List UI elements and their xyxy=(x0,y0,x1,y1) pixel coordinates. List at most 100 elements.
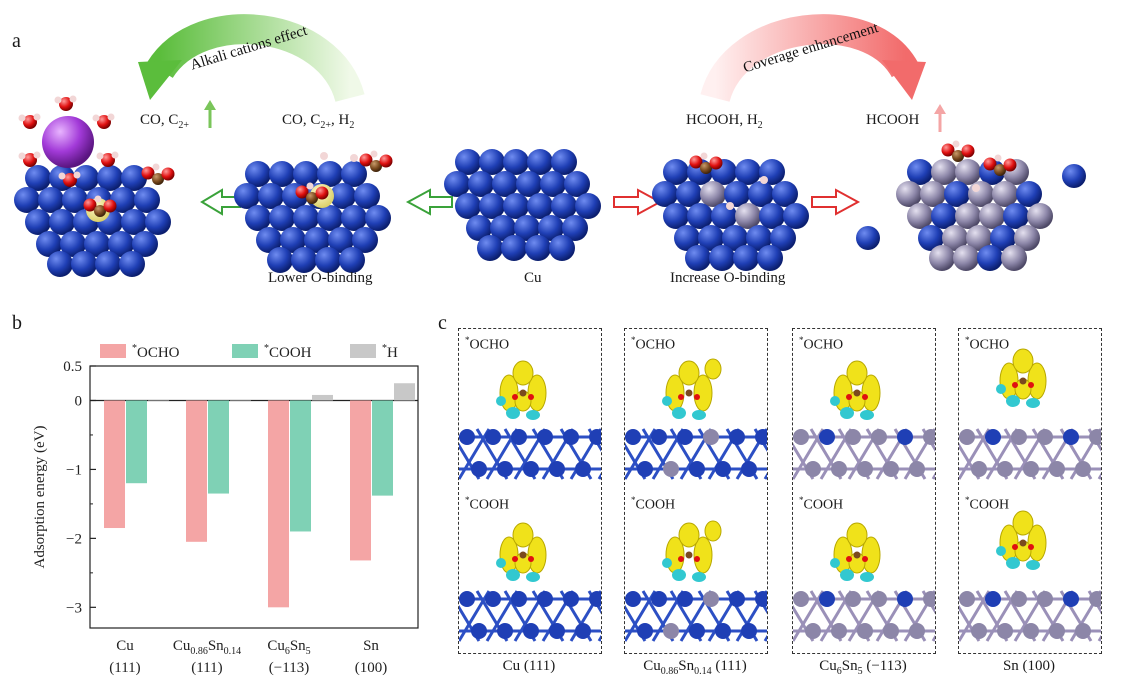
o-atom xyxy=(141,166,155,180)
o-atom xyxy=(1003,158,1017,172)
o-atom xyxy=(83,198,97,212)
cu-atom xyxy=(733,245,759,271)
lattice-atom xyxy=(831,461,847,477)
sn-atom xyxy=(1037,429,1053,445)
bar-cooh xyxy=(126,400,147,484)
lattice-atom xyxy=(857,623,873,639)
label-increase-o-binding: Increase O-binding xyxy=(670,270,786,286)
o-atom xyxy=(846,394,852,400)
o-atom xyxy=(528,394,534,400)
cu-atom xyxy=(352,227,378,253)
cu-atom xyxy=(330,183,356,209)
cu-atom xyxy=(563,429,579,445)
charge-lobe-cyan xyxy=(840,569,854,581)
plot-frame xyxy=(89,365,419,629)
h-atom xyxy=(94,195,102,203)
products-left-2: CO, C2+, H2 xyxy=(282,112,355,131)
x-tick-label: Cu0.86Sn0.14 xyxy=(173,638,241,657)
cooh-tag: *COOH xyxy=(631,495,676,513)
bar-cooh xyxy=(372,400,393,496)
c-atom xyxy=(519,389,527,397)
c-atom xyxy=(700,162,712,174)
cu-atom xyxy=(757,245,783,271)
o-atom xyxy=(862,394,868,400)
charge-lobe-cyan xyxy=(506,407,520,419)
h-atom xyxy=(18,152,26,160)
c-atom xyxy=(1019,539,1027,547)
products-right-2: HCOOH xyxy=(866,112,920,128)
sn-atom xyxy=(896,181,922,207)
cu-atom xyxy=(944,181,970,207)
sn-atom xyxy=(923,591,935,607)
charge-lobe-cyan xyxy=(1006,395,1020,407)
charge-lobe-yellow xyxy=(704,358,722,380)
x-tick-label-facet: (111) xyxy=(109,660,140,676)
charge-density-frame: *OCHO *COOH xyxy=(624,328,768,654)
cu-atom xyxy=(676,181,702,207)
legend-swatch xyxy=(350,344,376,358)
h-atom xyxy=(33,113,41,121)
products-right-1: HCOOH, H2 xyxy=(686,112,763,131)
cu-atom xyxy=(234,183,260,209)
sn-atom xyxy=(700,181,726,207)
h-atom xyxy=(726,202,734,210)
cu-atom xyxy=(95,251,121,277)
lattice-atom xyxy=(741,461,757,477)
o-atom xyxy=(295,185,309,199)
lattice-atom xyxy=(497,461,513,477)
sn-atom xyxy=(959,429,975,445)
cu-atom xyxy=(625,591,641,607)
o-atom xyxy=(1028,382,1034,388)
y-tick-label: −3 xyxy=(66,600,82,616)
cu-atom xyxy=(562,215,588,241)
cu-atom xyxy=(317,205,343,231)
charge-lobe-cyan xyxy=(672,407,686,419)
sn-atom xyxy=(955,159,981,185)
cu-atom xyxy=(269,205,295,231)
sn-atom xyxy=(703,429,719,445)
cu-atom xyxy=(527,149,553,175)
cu-atom xyxy=(551,149,577,175)
cu-atom xyxy=(729,429,745,445)
sn-atom xyxy=(1089,429,1101,445)
water-o-atom xyxy=(101,153,115,167)
cu-atom xyxy=(663,159,689,185)
cu-atom xyxy=(1063,429,1079,445)
o-atom xyxy=(689,155,703,169)
cu-atom xyxy=(990,225,1016,251)
cu-atom xyxy=(897,591,913,607)
panel-b-letter: b xyxy=(12,312,22,334)
cu-atom xyxy=(685,245,711,271)
sn-atom xyxy=(920,181,946,207)
o-atom xyxy=(1012,544,1018,550)
y-tick-label: −2 xyxy=(66,531,82,547)
charge-lobe-yellow xyxy=(1012,348,1034,374)
o-atom xyxy=(512,394,518,400)
cu-atom xyxy=(108,231,134,257)
sn-atom xyxy=(968,181,994,207)
cu-atom xyxy=(365,205,391,231)
sn-atom xyxy=(1011,429,1027,445)
cu-atom xyxy=(1063,591,1079,607)
cu-atom xyxy=(503,149,529,175)
panel-c-letter: c xyxy=(438,312,447,334)
y-axis-label: Adsorption energy (eV) xyxy=(32,425,48,568)
bar-h xyxy=(230,400,251,401)
charge-lobe-cyan xyxy=(830,558,840,568)
water-o-atom xyxy=(23,115,37,129)
lattice-atom xyxy=(883,623,899,639)
cu-atom xyxy=(62,187,88,213)
adsorption-energy-chart: 0.5 0 −1 −2 −3 Adsorption energy (eV) *OCHO *CO… xyxy=(32,343,419,676)
c-atom xyxy=(152,173,164,185)
c-atom xyxy=(952,150,964,162)
o-atom xyxy=(103,199,117,213)
cu-atom xyxy=(551,193,577,219)
cu-atom xyxy=(47,251,73,277)
charge-lobe-yellow xyxy=(678,360,700,386)
h-atom xyxy=(33,151,41,159)
h-atom xyxy=(73,171,81,179)
bar-cooh xyxy=(290,400,311,532)
charge-lobe-yellow xyxy=(846,522,868,548)
lattice-atom xyxy=(549,461,565,477)
cu-atom xyxy=(304,227,330,253)
